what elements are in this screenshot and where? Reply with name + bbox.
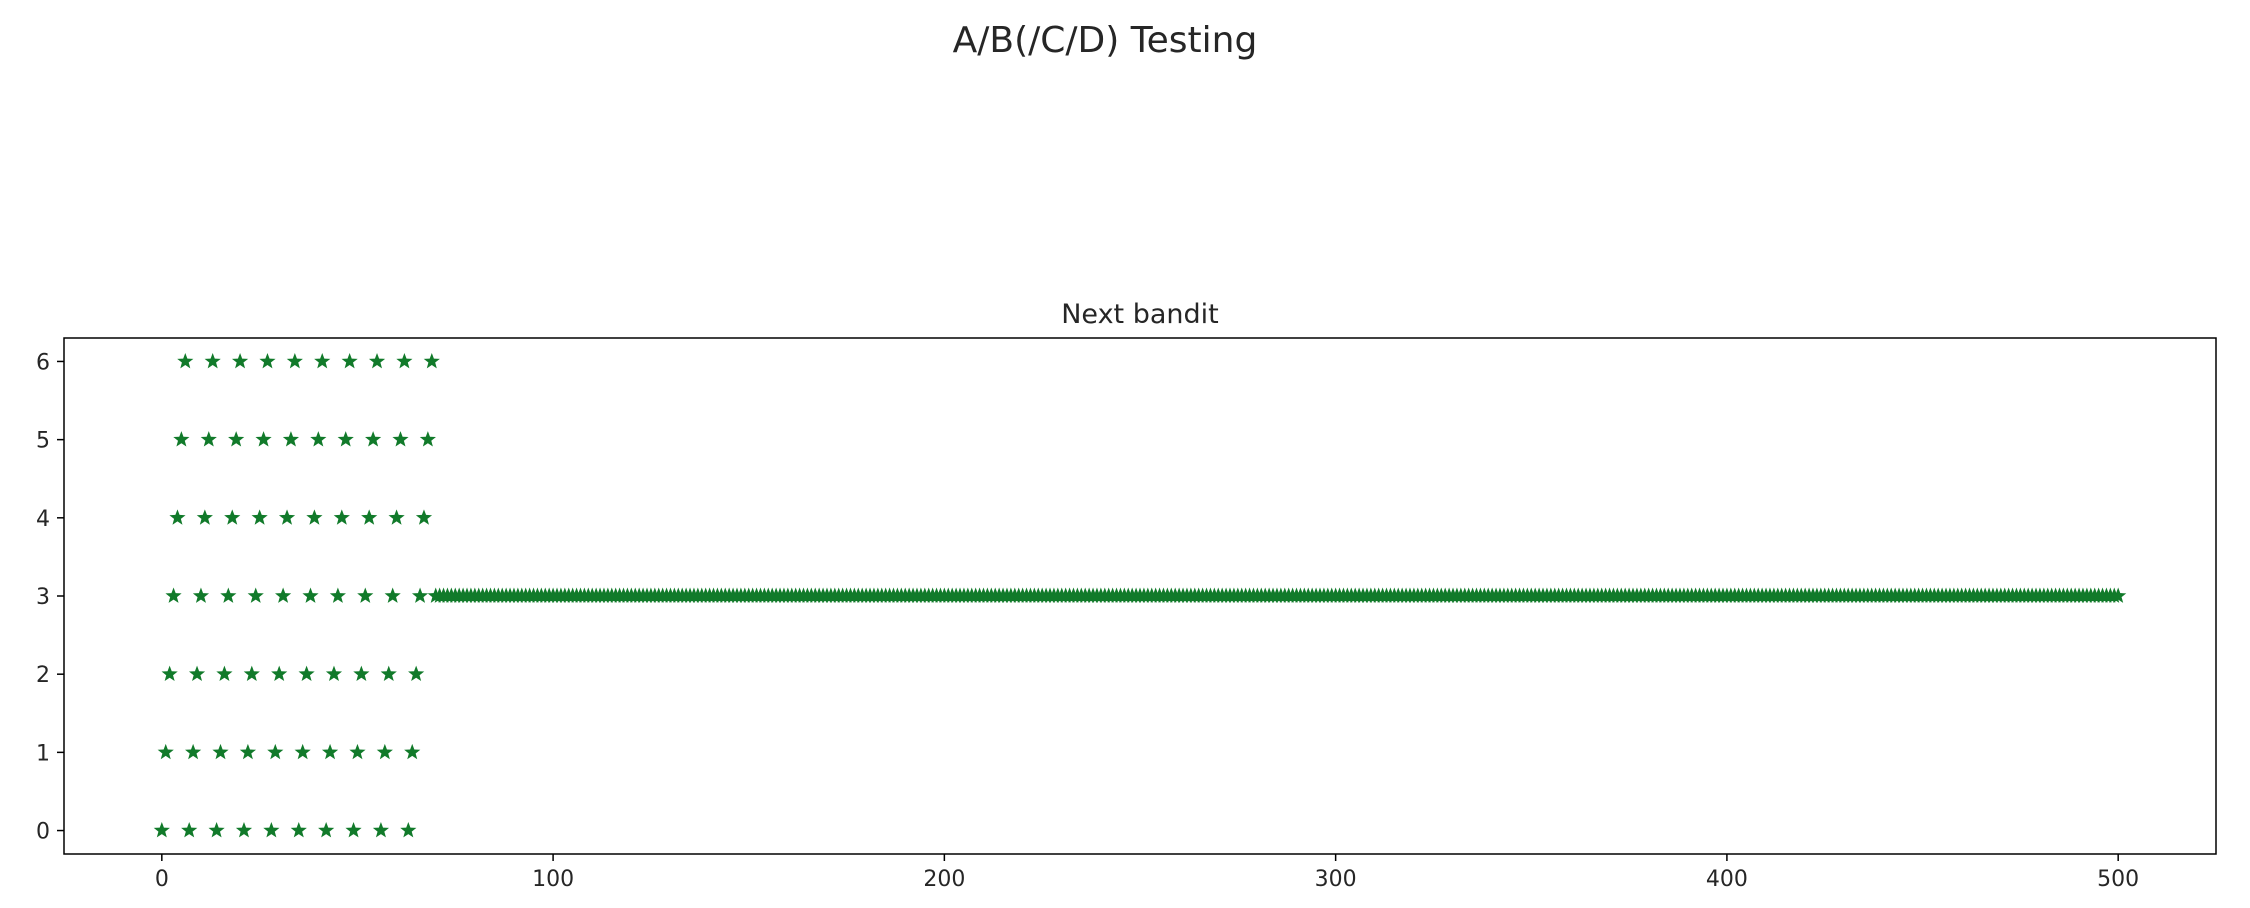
data-point xyxy=(165,587,182,603)
data-point xyxy=(357,587,374,603)
data-point xyxy=(185,743,202,760)
data-point xyxy=(353,665,370,682)
data-point xyxy=(333,509,350,525)
data-point xyxy=(290,822,307,838)
data-point xyxy=(216,665,233,682)
data-point xyxy=(282,431,300,447)
y-tick-label: 6 xyxy=(36,350,50,375)
y-tick-label: 5 xyxy=(36,429,50,454)
y-tick-label: 1 xyxy=(36,741,50,766)
data-point xyxy=(2110,587,2127,603)
data-point xyxy=(231,352,249,369)
data-point xyxy=(235,822,253,838)
data-point xyxy=(196,509,213,525)
data-point xyxy=(310,431,327,447)
x-axis-ticks: 0 100 200 300 400 500 xyxy=(155,854,2139,892)
data-point xyxy=(400,822,417,838)
data-point xyxy=(325,665,343,682)
data-point xyxy=(278,509,296,525)
x-tick-label: 100 xyxy=(532,867,574,892)
data-point xyxy=(271,665,288,682)
x-tick-label: 500 xyxy=(2097,867,2139,892)
data-point xyxy=(212,743,229,760)
y-tick-label: 0 xyxy=(36,820,50,845)
data-point xyxy=(345,822,362,838)
x-tick-label: 0 xyxy=(155,867,169,892)
data-point xyxy=(318,822,335,838)
y-tick-label: 2 xyxy=(36,663,50,688)
data-point xyxy=(200,431,217,447)
data-point xyxy=(224,509,241,525)
data-point xyxy=(384,587,401,603)
data-point xyxy=(302,587,319,603)
data-point xyxy=(411,587,429,603)
data-point xyxy=(177,352,194,369)
y-tick-label: 4 xyxy=(36,507,50,532)
data-point xyxy=(192,587,210,603)
data-point xyxy=(298,665,315,682)
data-point xyxy=(169,509,186,525)
data-point xyxy=(263,822,280,838)
data-point xyxy=(153,822,170,838)
data-point xyxy=(204,352,221,369)
data-point xyxy=(349,743,366,760)
data-point xyxy=(329,587,346,603)
data-point xyxy=(294,743,311,760)
x-tick-label: 300 xyxy=(1315,867,1357,892)
data-point xyxy=(423,352,440,369)
data-point xyxy=(380,665,397,682)
data-point xyxy=(376,743,393,760)
data-point xyxy=(341,352,358,369)
data-point xyxy=(286,352,303,369)
x-tick-label: 200 xyxy=(923,867,965,892)
data-point xyxy=(275,587,292,603)
data-point xyxy=(243,665,260,682)
data-point xyxy=(404,743,421,760)
data-point xyxy=(208,822,225,838)
data-point xyxy=(239,743,256,760)
data-point xyxy=(220,587,237,603)
scatter-markers xyxy=(153,352,2127,838)
axes-title: Next bandit xyxy=(1061,299,1219,330)
plot-frame xyxy=(63,337,2217,855)
data-point xyxy=(361,509,378,525)
y-axis-ticks: 0 1 2 3 4 5 6 xyxy=(36,350,64,845)
data-point xyxy=(321,743,339,760)
data-point xyxy=(337,431,354,447)
data-point xyxy=(372,822,390,838)
y-tick-label: 3 xyxy=(36,585,50,610)
data-point xyxy=(388,509,405,525)
data-point xyxy=(161,665,178,682)
data-point xyxy=(392,431,409,447)
data-point xyxy=(181,822,198,838)
data-point xyxy=(415,509,433,525)
data-point xyxy=(188,665,206,682)
figure-title: A/B(/C/D) Testing xyxy=(953,20,1258,61)
data-point xyxy=(396,352,413,369)
data-point xyxy=(419,431,436,447)
x-tick-label: 400 xyxy=(1706,867,1748,892)
data-point xyxy=(408,665,425,682)
data-point xyxy=(368,352,386,369)
data-point xyxy=(314,352,331,369)
data-point xyxy=(228,431,245,447)
data-point xyxy=(267,743,284,760)
data-point xyxy=(306,509,323,525)
data-point xyxy=(247,587,264,603)
data-point xyxy=(255,431,272,447)
data-point xyxy=(157,743,174,760)
data-point xyxy=(251,509,268,525)
data-point xyxy=(173,431,190,447)
data-point xyxy=(365,431,382,447)
data-point xyxy=(259,352,276,369)
